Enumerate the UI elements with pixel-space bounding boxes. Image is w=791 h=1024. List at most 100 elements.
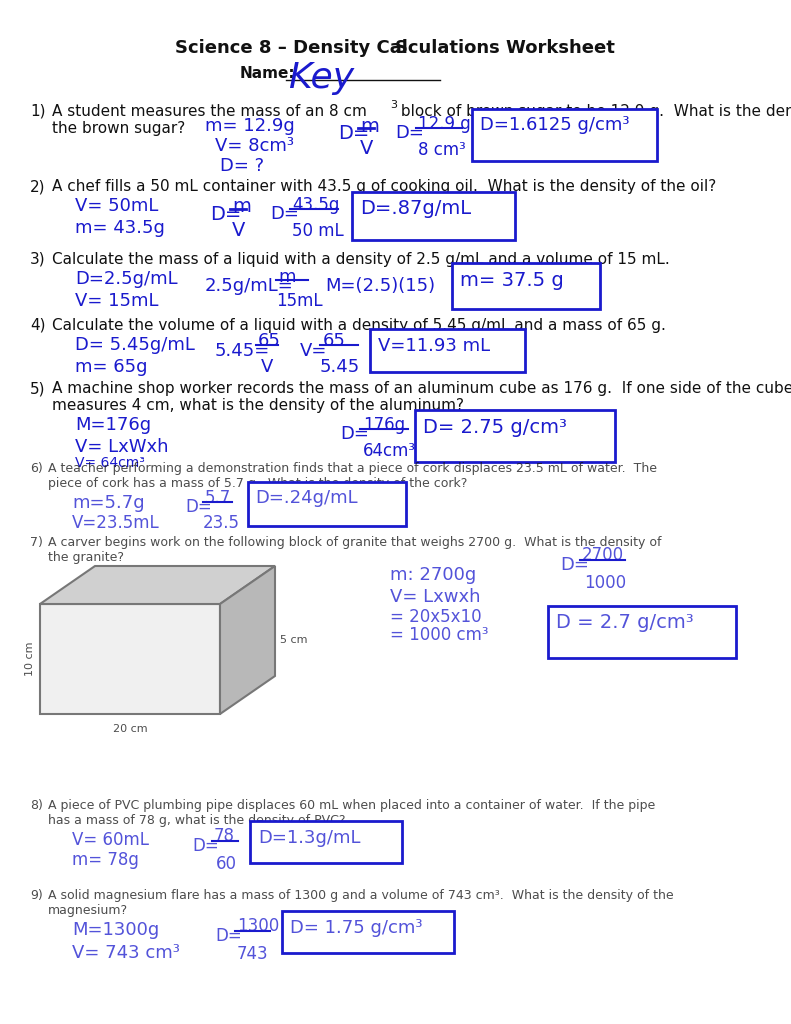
- Text: D=2.5g/mL: D=2.5g/mL: [75, 270, 178, 288]
- Text: m: 2700g: m: 2700g: [390, 566, 476, 584]
- Bar: [452, 263, 600, 309]
- Text: 176g: 176g: [363, 416, 405, 434]
- Text: D=: D=: [215, 927, 242, 945]
- Text: M=(2.5)(15): M=(2.5)(15): [325, 278, 435, 295]
- Text: D=: D=: [270, 205, 299, 223]
- Text: V=23.5mL: V=23.5mL: [72, 514, 160, 532]
- Text: 743: 743: [237, 945, 269, 963]
- Bar: [352, 193, 515, 240]
- Text: D=1.3g/mL: D=1.3g/mL: [258, 829, 361, 847]
- Bar: [248, 482, 406, 526]
- Text: m: m: [278, 268, 296, 286]
- Text: 6): 6): [30, 462, 43, 475]
- Text: 12.9 g: 12.9 g: [418, 115, 471, 133]
- Text: magnesium?: magnesium?: [48, 904, 128, 918]
- Text: m: m: [360, 117, 379, 136]
- Text: Key: Key: [288, 61, 354, 95]
- Text: D=: D=: [210, 205, 241, 224]
- Text: 43.5g: 43.5g: [292, 196, 339, 214]
- Text: 5.45: 5.45: [320, 358, 360, 376]
- Text: 3: 3: [390, 100, 397, 110]
- Polygon shape: [220, 566, 275, 714]
- Text: m= 12.9g: m= 12.9g: [205, 117, 295, 135]
- Text: block of brown sugar to be 12.9 g.  What is the density of: block of brown sugar to be 12.9 g. What …: [396, 104, 791, 119]
- Text: Name:: Name:: [240, 66, 296, 81]
- Text: 1): 1): [30, 104, 46, 119]
- Text: V= 60mL: V= 60mL: [72, 831, 149, 849]
- Text: the brown sugar?: the brown sugar?: [52, 121, 185, 136]
- Text: V=11.93 mL: V=11.93 mL: [378, 337, 490, 355]
- Text: D=: D=: [185, 498, 212, 516]
- Text: V: V: [360, 139, 373, 158]
- Text: D=.24g/mL: D=.24g/mL: [255, 489, 358, 507]
- Text: 60: 60: [216, 855, 237, 873]
- Text: A chef fills a 50 mL container with 43.5 g of cooking oil.  What is the density : A chef fills a 50 mL container with 43.5…: [52, 179, 716, 194]
- Text: D=: D=: [340, 425, 369, 443]
- Text: V= Lxwxh: V= Lxwxh: [390, 588, 480, 606]
- Text: m= 65g: m= 65g: [75, 358, 147, 376]
- Text: Science 8 – Density Calculations Worksheet: Science 8 – Density Calculations Workshe…: [175, 39, 615, 57]
- Text: has a mass of 78 g, what is the density of PVC?: has a mass of 78 g, what is the density …: [48, 814, 346, 827]
- Text: A machine shop worker records the mass of an aluminum cube as 176 g.  If one sid: A machine shop worker records the mass o…: [52, 381, 791, 396]
- Text: m= 78g: m= 78g: [72, 851, 139, 869]
- Text: 50 mL: 50 mL: [292, 222, 344, 240]
- Bar: [548, 606, 736, 658]
- Text: 5 cm: 5 cm: [280, 635, 308, 645]
- Polygon shape: [40, 566, 275, 604]
- Bar: [370, 329, 525, 372]
- Text: D=: D=: [395, 124, 424, 142]
- Text: 2): 2): [30, 179, 46, 194]
- Text: D=: D=: [192, 837, 219, 855]
- Text: m=5.7g: m=5.7g: [72, 494, 145, 512]
- Text: 8): 8): [30, 799, 43, 812]
- Text: 3): 3): [30, 252, 46, 267]
- Text: 2.5g/mL=: 2.5g/mL=: [205, 278, 293, 295]
- Text: D=1.6125 g/cm³: D=1.6125 g/cm³: [480, 116, 630, 134]
- Text: 78: 78: [214, 827, 235, 845]
- Text: A carver begins work on the following block of granite that weighs 2700 g.  What: A carver begins work on the following bl…: [48, 536, 661, 549]
- Text: M=176g: M=176g: [75, 416, 151, 434]
- Text: V= LxWxh: V= LxWxh: [75, 438, 168, 456]
- Text: 2700: 2700: [582, 546, 624, 564]
- Text: V= 50mL: V= 50mL: [75, 197, 158, 215]
- Bar: [250, 821, 402, 863]
- Text: D=.87g/mL: D=.87g/mL: [360, 199, 471, 218]
- Bar: [472, 109, 657, 161]
- Text: 65: 65: [323, 332, 346, 350]
- Text: V: V: [232, 221, 245, 240]
- Text: D= 5.45g/mL: D= 5.45g/mL: [75, 336, 195, 354]
- Bar: [415, 410, 615, 462]
- Text: the granite?: the granite?: [48, 551, 124, 564]
- Text: 10 cm: 10 cm: [25, 642, 35, 676]
- Text: S: S: [395, 39, 408, 57]
- Bar: [282, 911, 454, 953]
- Text: M=1300g: M=1300g: [72, 921, 159, 939]
- Text: 65: 65: [258, 332, 281, 350]
- Text: 64cm³: 64cm³: [363, 442, 416, 460]
- Text: D = 2.7 g/cm³: D = 2.7 g/cm³: [556, 613, 694, 632]
- Text: Calculate the mass of a liquid with a density of 2.5 g/mL and a volume of 15 mL.: Calculate the mass of a liquid with a de…: [52, 252, 670, 267]
- Text: m= 37.5 g: m= 37.5 g: [460, 271, 564, 290]
- Text: D=: D=: [560, 556, 589, 574]
- Text: measures 4 cm, what is the density of the aluminum?: measures 4 cm, what is the density of th…: [52, 398, 464, 413]
- Text: V= 64cm³: V= 64cm³: [75, 456, 145, 470]
- Text: 1300: 1300: [237, 918, 279, 935]
- Text: V=: V=: [300, 342, 327, 360]
- Text: A piece of PVC plumbing pipe displaces 60 mL when placed into a container of wat: A piece of PVC plumbing pipe displaces 6…: [48, 799, 655, 812]
- Text: 4): 4): [30, 318, 46, 333]
- Text: A solid magnesium flare has a mass of 1300 g and a volume of 743 cm³.  What is t: A solid magnesium flare has a mass of 13…: [48, 889, 674, 902]
- Text: 7): 7): [30, 536, 43, 549]
- Text: 5): 5): [30, 381, 46, 396]
- Text: 5.7: 5.7: [205, 489, 231, 507]
- Text: D=: D=: [338, 124, 369, 143]
- Text: 5.45=: 5.45=: [215, 342, 271, 360]
- Text: = 20x5x10: = 20x5x10: [390, 608, 482, 626]
- Text: D= 1.75 g/cm³: D= 1.75 g/cm³: [290, 919, 422, 937]
- Text: 23.5: 23.5: [203, 514, 240, 532]
- Text: A teacher performing a demonstration finds that a piece of cork displaces 23.5 m: A teacher performing a demonstration fin…: [48, 462, 657, 475]
- Text: 9): 9): [30, 889, 43, 902]
- Text: D= ?: D= ?: [220, 157, 264, 175]
- Text: V= 15mL: V= 15mL: [75, 292, 158, 310]
- Text: 20 cm: 20 cm: [112, 724, 147, 734]
- Text: D= 2.75 g/cm³: D= 2.75 g/cm³: [423, 418, 567, 437]
